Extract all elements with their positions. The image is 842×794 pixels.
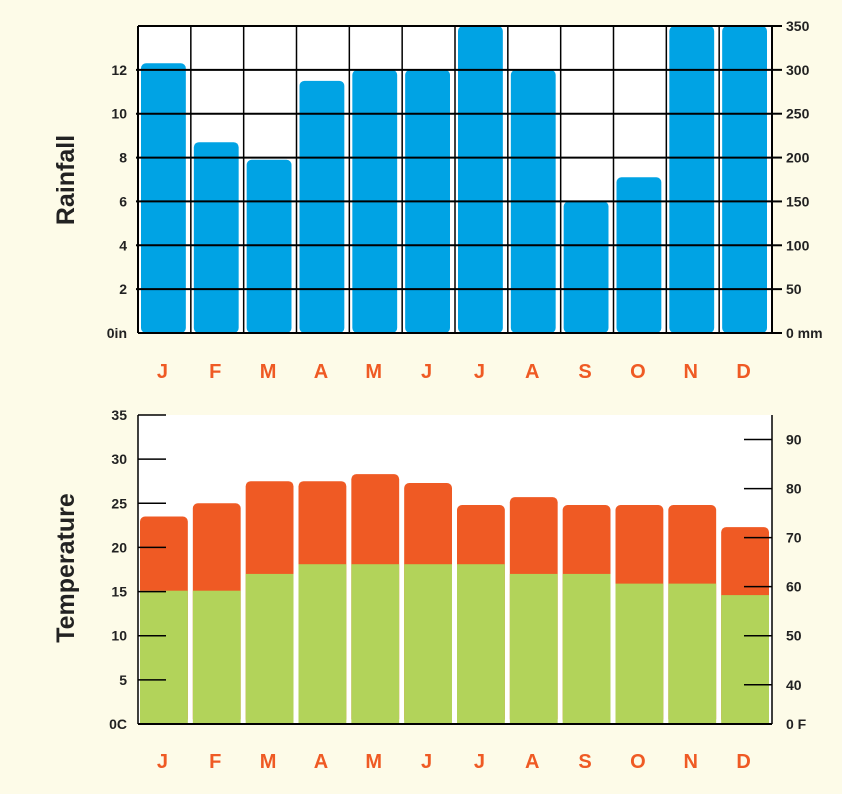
- rainfall-month-label: J: [157, 361, 168, 383]
- temperature-month-label: F: [209, 751, 221, 773]
- temperature-min-bar: [457, 564, 505, 724]
- rainfall-right-tick-label: 50: [786, 281, 802, 297]
- temperature-plot-area: [138, 415, 772, 724]
- temperature-month-label: J: [421, 751, 432, 773]
- temperature-min-bar: [192, 590, 241, 724]
- rainfall-month-label: S: [578, 361, 591, 383]
- temperature-left-tick-label: 15: [111, 584, 127, 600]
- temperature-month-label: M: [260, 751, 277, 773]
- rainfall-right-tick-label: 200: [786, 150, 810, 166]
- rainfall-bar: [193, 142, 239, 333]
- temperature-left-tick-label: 20: [111, 539, 127, 555]
- rainfall-month-label: M: [260, 361, 277, 383]
- rainfall-month-label: M: [365, 361, 382, 383]
- rainfall-y-label: Rainfall: [52, 135, 80, 225]
- rainfall-right-tick-label: 300: [786, 62, 810, 78]
- temperature-month-label: O: [630, 751, 646, 773]
- temperature-min-bar: [404, 564, 452, 724]
- temperature-right-tick-label: 50: [786, 628, 802, 644]
- temperature-month-label: A: [525, 751, 539, 773]
- rainfall-left-tick-label: 0in: [107, 325, 127, 341]
- rainfall-chart: 0in 2 4 6 8 10 12 0 mm 50 100 150 200 250 300 350 J F M A M…: [52, 18, 823, 383]
- rainfall-bar: [616, 177, 662, 333]
- temperature-month-label: D: [736, 751, 750, 773]
- rainfall-month-label: F: [209, 361, 221, 383]
- temperature-right-tick-label: 90: [786, 432, 802, 448]
- rainfall-left-tick-label: 2: [119, 281, 127, 297]
- rainfall-left-tick-label: 10: [111, 106, 127, 122]
- temperature-y-label: Temperature: [52, 493, 80, 643]
- rainfall-month-label: O: [630, 361, 646, 383]
- temperature-left-tick-label: 0C: [109, 716, 127, 732]
- temperature-left-tick-label: 10: [111, 628, 127, 644]
- rainfall-bar: [563, 201, 609, 333]
- temperature-left-tick-label: 30: [111, 451, 127, 467]
- rainfall-month-label: J: [474, 361, 485, 383]
- rainfall-right-tick-label: 0 mm: [786, 325, 823, 341]
- temperature-right-tick-label: 0 F: [786, 716, 807, 732]
- temperature-min-bar: [668, 583, 717, 724]
- rainfall-left-tick-label: 12: [111, 62, 127, 78]
- temperature-min-bar: [351, 564, 400, 724]
- temperature-min-bar: [298, 564, 347, 724]
- rainfall-right-tick-label: 100: [786, 237, 810, 253]
- rainfall-right-tick-label: 150: [786, 193, 810, 209]
- temperature-left-tick-label: 5: [119, 672, 127, 688]
- rainfall-right-tick-label: 250: [786, 106, 810, 122]
- rainfall-month-label: D: [736, 361, 750, 383]
- rainfall-month-label: N: [684, 361, 698, 383]
- temperature-min-bar: [562, 573, 611, 724]
- temperature-left-tick-label: 35: [111, 407, 127, 423]
- temperature-right-tick-label: 60: [786, 579, 802, 595]
- rainfall-left-tick-label: 4: [119, 237, 127, 253]
- rainfall-right-tick-label: 350: [786, 18, 810, 34]
- rainfall-left-tick-label: 6: [119, 193, 127, 209]
- rainfall-bar: [246, 159, 292, 333]
- temperature-right-tick-label: 80: [786, 481, 802, 497]
- rainfall-bar: [299, 80, 345, 333]
- rainfall-bar: [458, 26, 503, 333]
- temperature-month-label: J: [474, 751, 485, 773]
- rainfall-bar: [722, 26, 767, 333]
- rainfall-month-label: A: [314, 361, 328, 383]
- temperature-right-tick-label: 40: [786, 677, 802, 693]
- temperature-left-tick-label: 25: [111, 495, 127, 511]
- rainfall-month-label: J: [421, 361, 432, 383]
- temperature-month-label: J: [157, 751, 168, 773]
- temperature-month-label: S: [578, 751, 591, 773]
- temperature-min-bar: [615, 583, 664, 724]
- temperature-min-bar: [140, 590, 188, 724]
- temperature-min-bar: [721, 595, 769, 724]
- rainfall-bar: [141, 63, 186, 334]
- rainfall-left-tick-label: 8: [119, 150, 127, 166]
- temperature-min-bar: [245, 573, 294, 724]
- temperature-month-label: A: [314, 751, 328, 773]
- temperature-month-label: N: [684, 751, 698, 773]
- temperature-right-tick-label: 70: [786, 530, 802, 546]
- temperature-chart: 0C 5 10 15 20 25 30 35 0 F 40 50 60 70 80 90 J F M A M J J A S O…: [52, 407, 807, 773]
- temperature-min-bar: [509, 573, 558, 724]
- rainfall-bar: [669, 26, 715, 333]
- temperature-month-label: M: [365, 751, 382, 773]
- rainfall-month-label: A: [525, 361, 539, 383]
